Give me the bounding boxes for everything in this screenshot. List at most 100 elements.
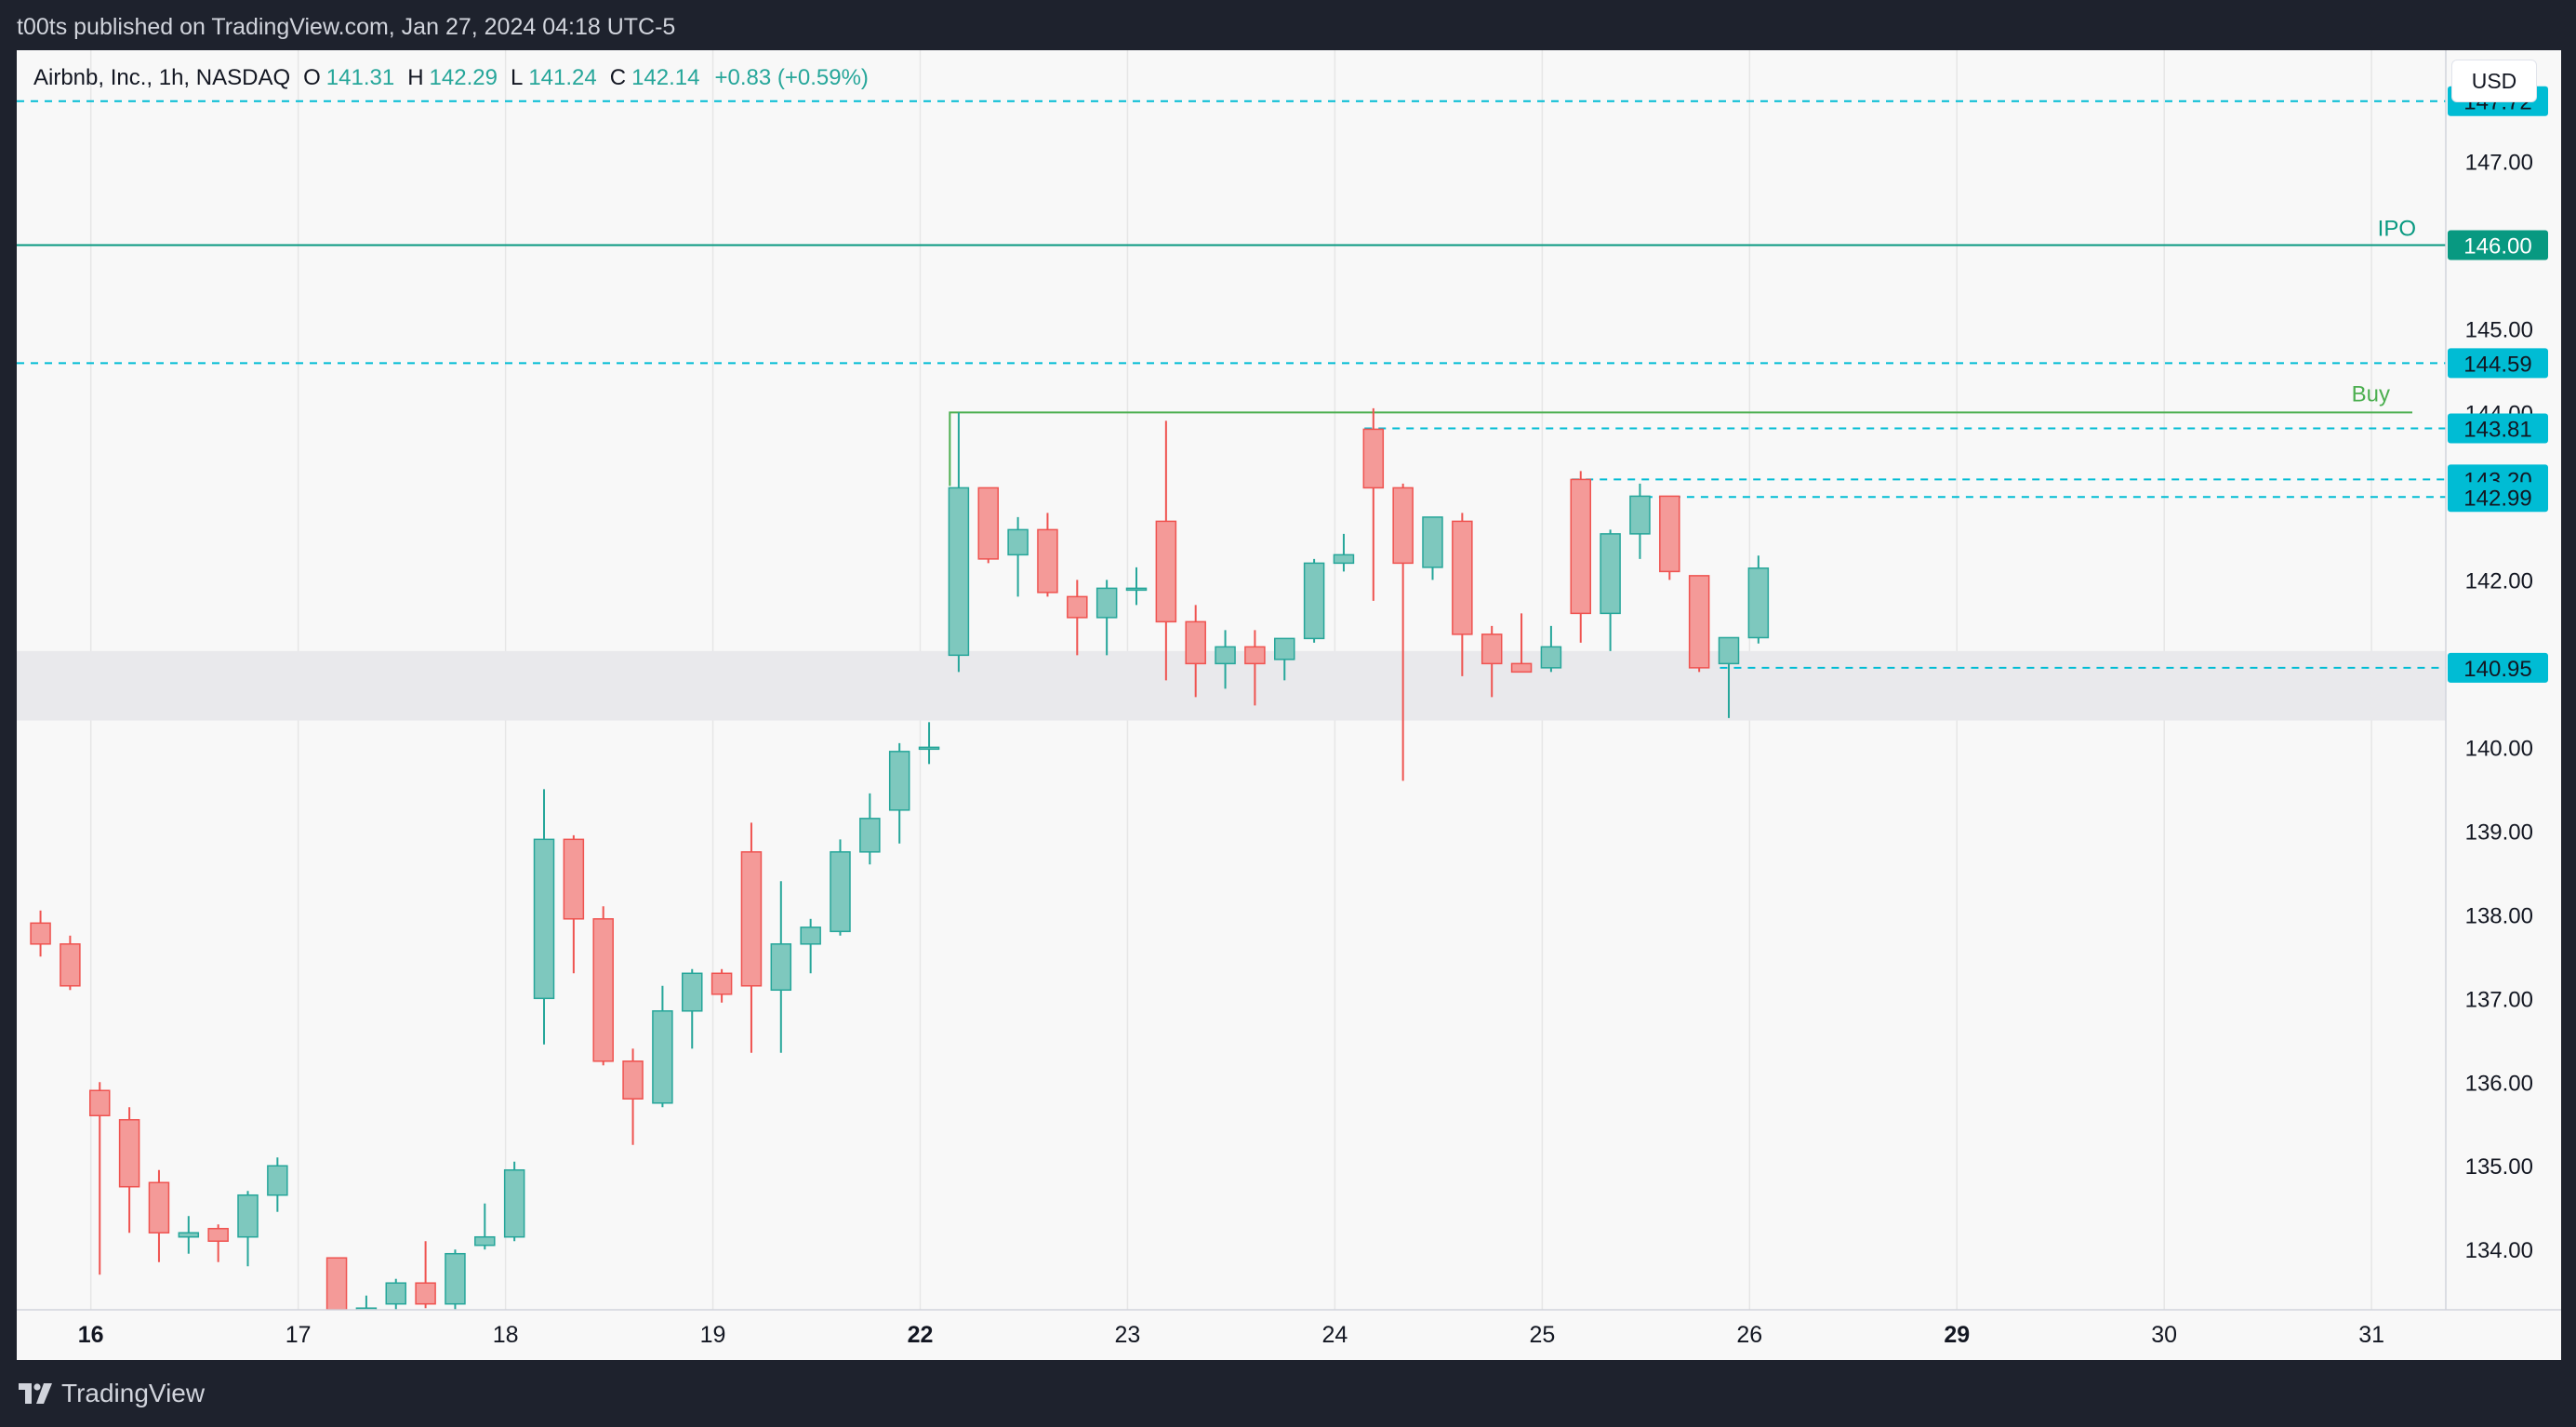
candle[interactable] bbox=[237, 1191, 259, 1267]
candle[interactable] bbox=[1747, 555, 1770, 644]
candle[interactable] bbox=[1303, 558, 1325, 643]
candle[interactable] bbox=[118, 1107, 140, 1234]
candle[interactable] bbox=[1095, 580, 1118, 656]
price-level-badge[interactable]: 142.99 bbox=[2448, 482, 2548, 513]
candle[interactable] bbox=[1333, 533, 1355, 572]
change-value: +0.83 (+0.59%) bbox=[714, 65, 869, 90]
candle[interactable] bbox=[533, 789, 555, 1045]
price-level-badge[interactable]: 143.81 bbox=[2448, 413, 2548, 444]
bottom-bar: TradingView bbox=[0, 1360, 2576, 1427]
candle[interactable] bbox=[1185, 605, 1206, 698]
candle[interactable] bbox=[1362, 407, 1385, 601]
candle[interactable] bbox=[1510, 613, 1533, 673]
tradingview-brand[interactable]: TradingView bbox=[19, 1379, 205, 1408]
time-axis-label: 29 bbox=[1944, 1322, 1970, 1348]
candle[interactable] bbox=[800, 918, 821, 974]
candle[interactable] bbox=[1037, 513, 1058, 597]
candle-body bbox=[710, 972, 733, 995]
candle-body bbox=[1125, 587, 1148, 592]
candle[interactable] bbox=[1570, 471, 1592, 643]
chart-area[interactable]: IPOBuy148.00147.00145.00144.00142.00140.… bbox=[17, 50, 2561, 1360]
candle[interactable] bbox=[1155, 420, 1177, 681]
candle[interactable] bbox=[918, 722, 940, 765]
candle[interactable] bbox=[1067, 580, 1088, 656]
low-value: 141.24 bbox=[528, 65, 597, 90]
price-level-badge[interactable]: 144.59 bbox=[2448, 348, 2548, 379]
candle[interactable] bbox=[1629, 483, 1651, 559]
symbol-name: Airbnb, Inc., 1h, NASDAQ bbox=[33, 65, 291, 90]
currency-button[interactable]: USD bbox=[2451, 60, 2537, 102]
candle[interactable] bbox=[592, 906, 614, 1066]
candle[interactable] bbox=[207, 1224, 229, 1262]
candle[interactable] bbox=[1600, 529, 1621, 651]
candle-body bbox=[622, 1060, 644, 1100]
candle-body bbox=[148, 1181, 170, 1234]
buy-line-label: Buy bbox=[2352, 381, 2390, 407]
candle[interactable] bbox=[1422, 516, 1443, 580]
candle[interactable] bbox=[267, 1157, 288, 1212]
candle-body bbox=[267, 1165, 288, 1196]
candle-body bbox=[1067, 595, 1088, 619]
price-level-badge[interactable]: 146.00 bbox=[2448, 230, 2548, 260]
time-axis-label: 18 bbox=[493, 1322, 519, 1348]
candle[interactable] bbox=[148, 1169, 170, 1262]
candle[interactable] bbox=[1125, 567, 1148, 606]
price-axis-label: 137.00 bbox=[2465, 987, 2533, 1012]
candle-body bbox=[385, 1282, 407, 1305]
time-axis-label: 22 bbox=[908, 1322, 934, 1348]
candle-body bbox=[770, 943, 792, 992]
candle[interactable] bbox=[948, 412, 970, 673]
candle[interactable] bbox=[682, 968, 703, 1049]
candle[interactable] bbox=[30, 910, 51, 957]
candle[interactable] bbox=[710, 968, 733, 1003]
candle[interactable] bbox=[888, 742, 910, 844]
time-axis-label: 17 bbox=[285, 1322, 312, 1348]
price-badge-label: 144.59 bbox=[2463, 352, 2531, 377]
candle[interactable] bbox=[563, 834, 585, 974]
candle[interactable] bbox=[830, 839, 851, 936]
candle[interactable] bbox=[1244, 630, 1266, 706]
tradingview-logo-icon bbox=[19, 1383, 52, 1404]
candle-body bbox=[1600, 533, 1621, 615]
candle-body bbox=[830, 851, 851, 933]
candle[interactable] bbox=[1274, 637, 1295, 681]
candle[interactable] bbox=[474, 1203, 496, 1250]
time-axis-label: 25 bbox=[1529, 1322, 1555, 1348]
time-axis[interactable] bbox=[17, 1310, 2561, 1360]
candle[interactable] bbox=[770, 881, 792, 1053]
candle[interactable] bbox=[1392, 483, 1414, 781]
candle[interactable] bbox=[415, 1241, 436, 1309]
buy-line[interactable] bbox=[949, 411, 2412, 487]
candle-body bbox=[1007, 528, 1029, 556]
high-label: H bbox=[407, 65, 424, 90]
candle[interactable] bbox=[60, 935, 81, 991]
candle[interactable] bbox=[1215, 630, 1236, 689]
candle-body bbox=[178, 1232, 200, 1238]
candlestick-chart[interactable]: IPOBuy148.00147.00145.00144.00142.00140.… bbox=[17, 50, 2561, 1360]
candle[interactable] bbox=[622, 1048, 644, 1145]
candle[interactable] bbox=[1481, 625, 1503, 698]
price-badge-bg bbox=[2448, 230, 2548, 260]
candle[interactable] bbox=[89, 1082, 111, 1275]
candle[interactable] bbox=[1452, 513, 1473, 676]
price-badge-label: 142.99 bbox=[2463, 486, 2531, 511]
candle[interactable] bbox=[1659, 495, 1680, 580]
candle[interactable] bbox=[325, 1257, 348, 1311]
time-axis-label: 24 bbox=[1321, 1322, 1348, 1348]
candle-body bbox=[445, 1252, 466, 1305]
candle[interactable] bbox=[1540, 625, 1562, 673]
candle-body bbox=[503, 1168, 525, 1238]
candle[interactable] bbox=[503, 1161, 525, 1242]
candle[interactable] bbox=[1007, 516, 1029, 597]
published-text: t00ts published on TradingView.com, Jan … bbox=[17, 14, 676, 40]
price-level-badge[interactable]: 140.95 bbox=[2448, 652, 2548, 683]
candle[interactable] bbox=[740, 822, 763, 1053]
candle[interactable] bbox=[1718, 636, 1740, 718]
candle[interactable] bbox=[1688, 575, 1710, 673]
candle[interactable] bbox=[445, 1249, 466, 1310]
candle[interactable] bbox=[652, 985, 673, 1108]
candle[interactable] bbox=[977, 487, 1000, 564]
candle[interactable] bbox=[178, 1216, 200, 1254]
candle[interactable] bbox=[385, 1278, 407, 1310]
candle[interactable] bbox=[859, 793, 881, 865]
